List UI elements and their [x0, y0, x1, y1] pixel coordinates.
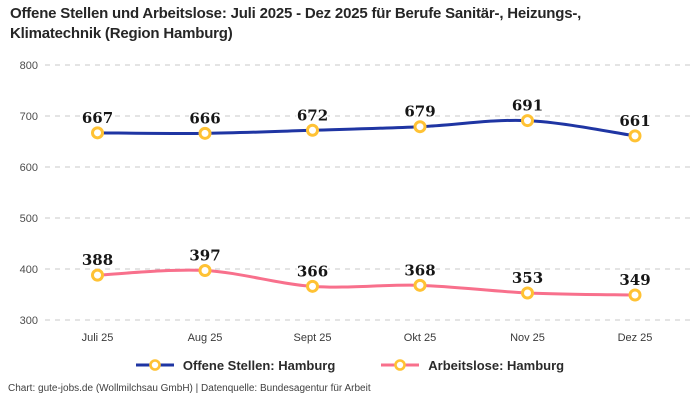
- attribution-text: Chart: gute-jobs.de (Wollmilchsau GmbH) …: [8, 383, 371, 394]
- data-point-label: 667: [82, 109, 113, 127]
- legend-item-arbeitslose: Arbeitslose: Hamburg: [381, 358, 564, 373]
- legend-swatch-line-icon: [381, 359, 420, 371]
- data-point-marker: [628, 288, 642, 302]
- data-point-marker: [306, 123, 319, 137]
- data-point-marker: [91, 126, 104, 140]
- x-tick-label: Okt 25: [404, 332, 436, 344]
- y-tick-label: 500: [20, 213, 38, 225]
- data-point-label: 691: [512, 97, 543, 115]
- x-tick-label: Dez 25: [618, 332, 653, 344]
- data-point-marker: [628, 129, 642, 143]
- data-point-marker: [306, 279, 319, 293]
- legend-label-offene-stellen: Offene Stellen: Hamburg: [182, 357, 336, 373]
- x-tick-label: Juli 25: [82, 332, 114, 344]
- x-tick-label: Aug 25: [188, 332, 223, 344]
- series-line: [96, 118, 637, 138]
- data-point-marker: [521, 114, 534, 128]
- legend-item-offene-stellen: Offene Stellen: Hamburg: [135, 357, 336, 373]
- data-point-label: 349: [619, 271, 650, 289]
- data-point-marker: [198, 126, 212, 140]
- data-point-marker: [413, 120, 427, 134]
- y-tick-label: 600: [20, 162, 38, 174]
- data-point-label: 661: [619, 112, 650, 130]
- chart-title: Offene Stellen und Arbeitslose: Juli 202…: [10, 5, 582, 42]
- y-tick-label: 700: [20, 111, 38, 123]
- legend-swatch-line-icon: [135, 359, 174, 371]
- legend: Offene Stellen: Hamburg Arbeitslose: Ham…: [0, 355, 700, 375]
- data-point-label: 672: [297, 106, 328, 124]
- data-point-label: 388: [82, 251, 113, 269]
- data-point-label: 368: [404, 261, 435, 279]
- y-tick-label: 800: [20, 60, 38, 72]
- data-point-label: 397: [189, 247, 220, 265]
- data-point-marker: [198, 264, 212, 278]
- y-tick-label: 300: [20, 315, 38, 327]
- series-line: [96, 268, 637, 297]
- legend-label-arbeitslose: Arbeitslose: Hamburg: [428, 357, 565, 373]
- data-point-marker: [413, 278, 427, 292]
- data-point-label: 679: [404, 103, 435, 121]
- x-tick-label: Nov 25: [510, 332, 545, 344]
- data-point-label: 366: [297, 262, 328, 280]
- data-point-label: 666: [189, 109, 220, 127]
- data-point-label: 353: [512, 269, 543, 287]
- data-point-marker: [91, 268, 104, 282]
- data-point-marker: [521, 286, 534, 300]
- y-tick-label: 400: [20, 264, 38, 276]
- x-tick-label: Sept 25: [294, 332, 332, 344]
